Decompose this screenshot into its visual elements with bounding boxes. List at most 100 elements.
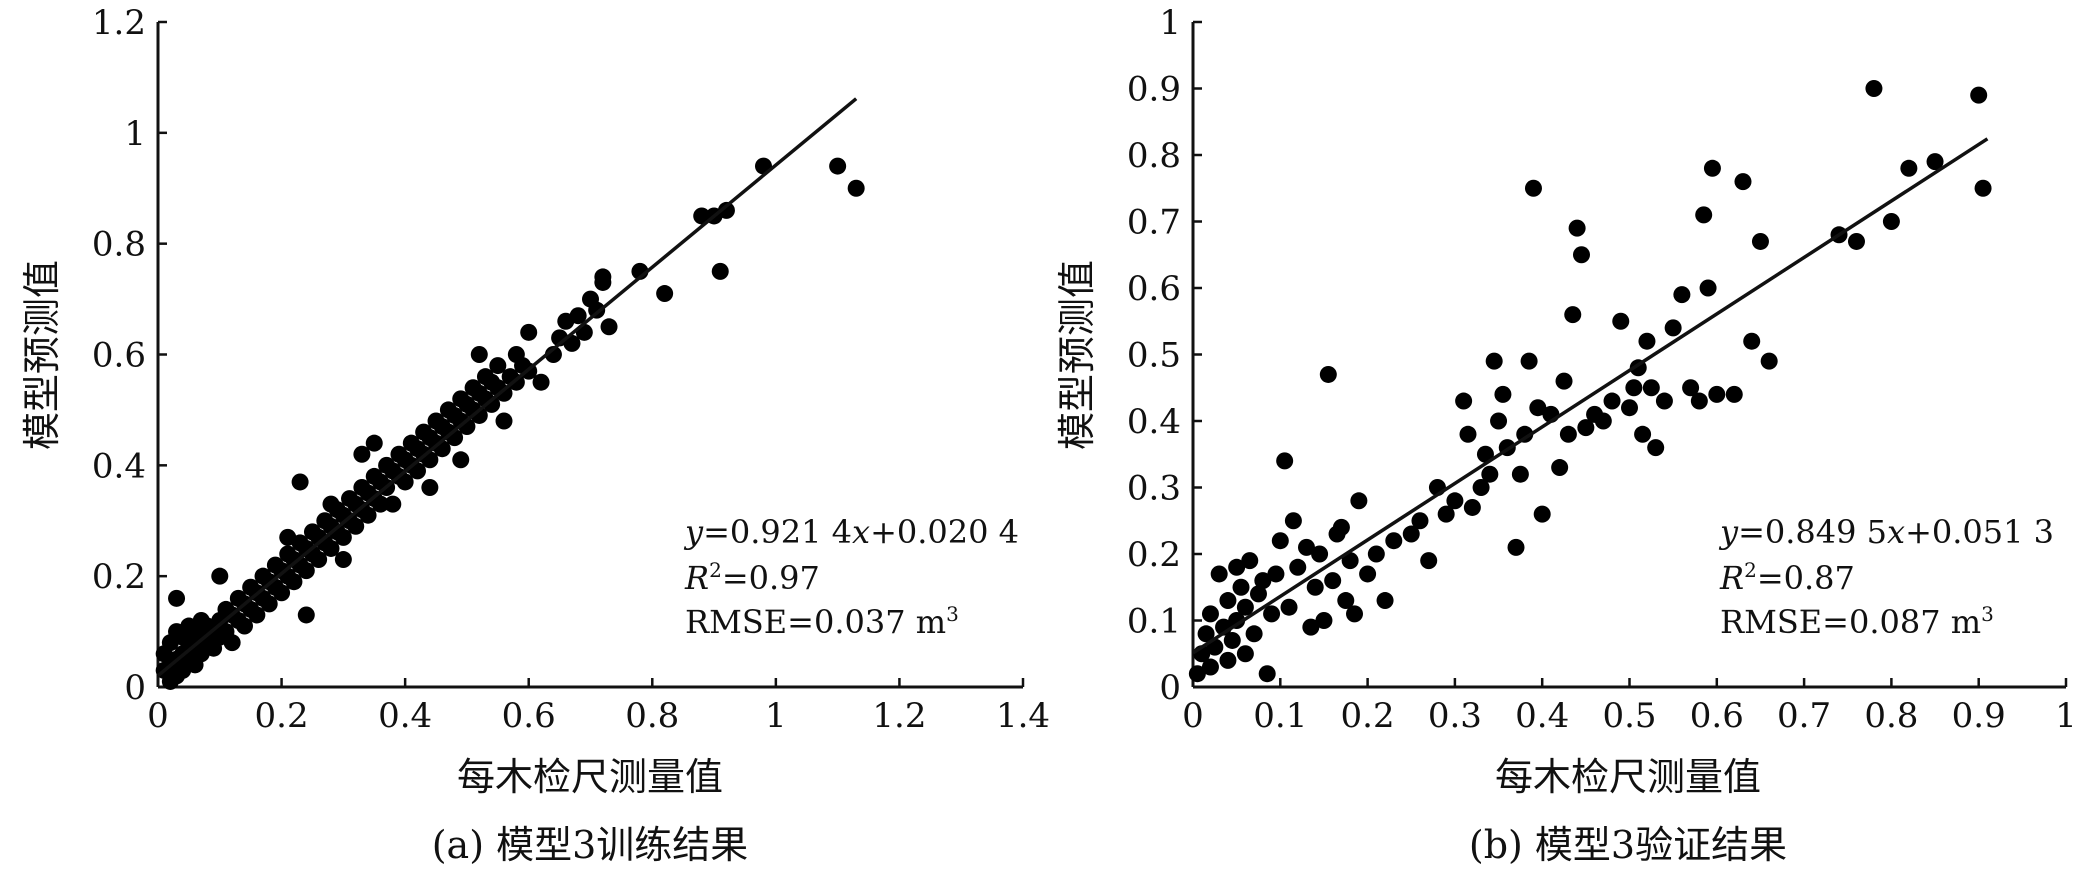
x-tick-label-a-3: 0.6 xyxy=(502,696,556,736)
data-point-b-52 xyxy=(1459,425,1477,443)
data-point-b-3 xyxy=(1201,658,1219,676)
data-point-b-45 xyxy=(1402,525,1420,543)
x-tick-label-b-2: 0.2 xyxy=(1341,696,1395,736)
data-point-b-92 xyxy=(1695,206,1713,224)
data-point-b-71 xyxy=(1559,425,1577,443)
data-point-a-128 xyxy=(495,412,513,430)
data-point-b-84 xyxy=(1638,332,1656,350)
rmse-b: RMSE=0.087 m3 xyxy=(1720,602,1994,641)
data-point-b-66 xyxy=(1529,399,1547,417)
data-point-b-18 xyxy=(1249,585,1267,603)
data-point-b-9 xyxy=(1219,592,1237,610)
data-point-b-26 xyxy=(1284,512,1302,530)
y-tick-label-b-8: 0.8 xyxy=(1127,136,1181,176)
data-point-b-15 xyxy=(1236,598,1254,616)
data-point-b-4 xyxy=(1201,605,1219,623)
data-point-a-65 xyxy=(322,539,340,557)
data-point-a-79 xyxy=(353,445,371,463)
data-point-b-46 xyxy=(1411,512,1429,530)
data-point-b-24 xyxy=(1276,452,1294,470)
y-tick-label-b-3: 0.3 xyxy=(1127,469,1181,509)
data-point-b-67 xyxy=(1533,505,1551,523)
annotation-b: y=0.849 5x+0.051 3 R2=0.87 RMSE=0.087 m3 xyxy=(1718,513,2054,641)
data-point-b-74 xyxy=(1572,246,1590,264)
y-tick-label-b-7: 0.7 xyxy=(1127,203,1181,243)
y-tick-label-a-3: 0.6 xyxy=(92,336,146,376)
data-point-b-88 xyxy=(1664,319,1682,337)
data-point-b-13 xyxy=(1232,578,1250,596)
x-tick-label-b-8: 0.8 xyxy=(1864,696,1918,736)
data-point-b-83 xyxy=(1634,425,1652,443)
data-point-b-33 xyxy=(1319,365,1337,383)
data-point-b-42 xyxy=(1367,545,1385,563)
data-point-b-29 xyxy=(1302,618,1320,636)
data-point-a-30 xyxy=(223,634,241,652)
data-point-b-94 xyxy=(1703,159,1721,177)
data-point-b-65 xyxy=(1524,179,1542,197)
x-tick-label-a-4: 0.8 xyxy=(625,696,679,736)
data-point-a-146 xyxy=(594,268,612,286)
data-point-a-34 xyxy=(236,617,253,635)
data-point-b-86 xyxy=(1647,439,1665,457)
data-point-a-61 xyxy=(310,551,328,569)
data-point-b-27 xyxy=(1289,558,1307,576)
data-point-b-58 xyxy=(1490,412,1508,430)
rmse-a: RMSE=0.037 m3 xyxy=(685,602,959,641)
equation-a: y=0.921 4x+0.020 4 xyxy=(683,513,1019,551)
data-point-b-87 xyxy=(1655,392,1673,410)
y-tick-label-a-0: 0 xyxy=(124,668,146,708)
data-point-a-119 xyxy=(470,406,488,424)
data-point-b-32 xyxy=(1315,612,1333,629)
data-point-a-124 xyxy=(483,395,501,413)
data-point-b-44 xyxy=(1385,532,1403,550)
x-tick-label-b-3: 0.3 xyxy=(1428,696,1482,736)
data-point-a-153 xyxy=(717,201,735,219)
data-point-b-21 xyxy=(1263,605,1281,623)
y-tick-label-b-6: 0.6 xyxy=(1127,269,1181,309)
data-point-b-55 xyxy=(1476,445,1494,463)
data-point-a-71 xyxy=(334,528,352,546)
y-tick-label-b-10: 1 xyxy=(1159,3,1181,43)
data-point-b-31 xyxy=(1311,545,1329,563)
data-point-a-152 xyxy=(711,262,729,280)
data-point-b-63 xyxy=(1516,425,1534,443)
data-point-a-42 xyxy=(260,595,278,613)
data-point-a-150 xyxy=(693,207,711,225)
data-point-a-93 xyxy=(396,473,414,491)
data-point-b-62 xyxy=(1511,465,1529,483)
equation-b: y=0.849 5x+0.051 3 xyxy=(1718,513,2054,551)
data-point-b-57 xyxy=(1485,352,1503,370)
y-tick-label-a-5: 1 xyxy=(124,114,146,154)
data-point-b-22 xyxy=(1267,565,1285,583)
ticks-a: 0 0.2 0.4 0.6 0.8 1 1.2 1.4 0 0.2 0.4 0.6 0.8 1 1.2 xyxy=(92,3,1050,736)
data-point-b-90 xyxy=(1682,379,1700,397)
data-point-a-80 xyxy=(359,506,377,524)
data-point-b-102 xyxy=(1847,232,1865,250)
x-tick-label-b-6: 0.6 xyxy=(1690,696,1744,736)
data-point-b-61 xyxy=(1507,538,1525,556)
x-tick-label-a-2: 0.4 xyxy=(378,696,432,736)
data-point-b-64 xyxy=(1520,352,1538,370)
data-point-a-85 xyxy=(371,495,389,513)
data-point-a-136 xyxy=(532,373,550,391)
x-tick-label-a-5: 1 xyxy=(765,696,787,736)
data-point-a-56 xyxy=(297,606,315,624)
data-point-a-84 xyxy=(365,434,383,452)
data-point-a-89 xyxy=(384,495,402,513)
y-tick-label-a-1: 0.2 xyxy=(92,557,146,597)
data-point-b-40 xyxy=(1350,492,1368,510)
data-point-b-6 xyxy=(1210,565,1228,583)
x-tick-label-b-0: 0 xyxy=(1182,696,1204,736)
data-point-a-101 xyxy=(421,479,439,496)
ticks-b: 0 0.1 0.2 0.3 0.4 0.5 0.6 0.7 0.8 0.9 1 0 0.1 0.2 0.3 0… xyxy=(1127,3,2077,736)
data-point-b-100 xyxy=(1760,352,1778,370)
data-point-b-8 xyxy=(1219,651,1237,669)
data-point-a-27 xyxy=(211,567,229,585)
y-tick-label-b-1: 0.1 xyxy=(1127,602,1181,642)
data-point-b-97 xyxy=(1734,173,1752,191)
y-tick-label-a-2: 0.4 xyxy=(92,446,146,486)
data-point-b-81 xyxy=(1625,379,1643,397)
data-point-b-59 xyxy=(1494,385,1512,403)
data-point-b-47 xyxy=(1420,552,1438,570)
